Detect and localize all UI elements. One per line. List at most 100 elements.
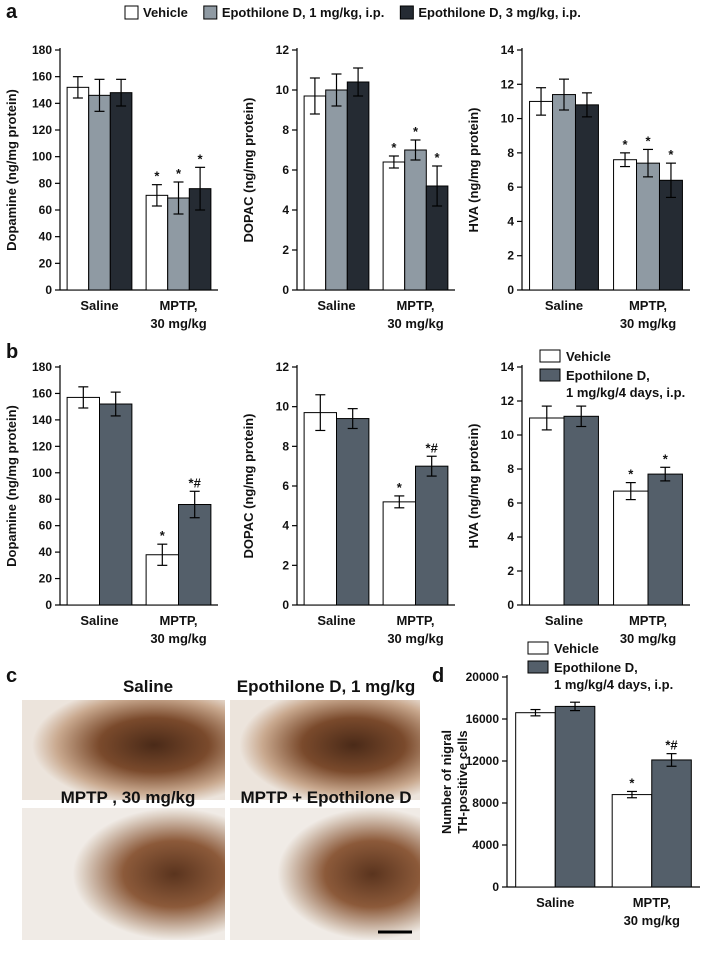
significance: * — [668, 147, 674, 162]
y-tick-label: 12 — [276, 43, 290, 57]
error-bar — [388, 155, 399, 169]
bar — [563, 415, 599, 606]
legend-swatch — [539, 349, 561, 363]
bar — [145, 194, 169, 291]
micrograph-label: MPTP , 30 mg/kg — [61, 788, 196, 807]
y-tick-label: 20 — [39, 256, 53, 270]
x-tick-label: MPTP, 30 mg/kg — [620, 298, 676, 331]
bar — [647, 473, 683, 606]
x-tick-label: Saline — [317, 298, 355, 313]
bar — [574, 104, 599, 291]
error-bar — [643, 148, 653, 178]
error-bar — [665, 162, 676, 199]
significance: * — [663, 451, 669, 466]
y-axis-label: DOPAC (ng/mg protein) — [241, 414, 256, 559]
significance: * — [198, 151, 204, 166]
error-bar — [559, 78, 569, 111]
y-tick-label: 140 — [32, 96, 52, 110]
y-tick-label: 0 — [282, 283, 289, 297]
x-tick-label: MPTP, 30 mg/kg — [387, 298, 443, 331]
legend-label: Epothilone D, 1 mg/kg/4 days, i.p. — [566, 368, 685, 400]
bar — [552, 94, 576, 291]
y-tick-label: 12 — [501, 394, 515, 408]
y-tick-label: 20000 — [466, 670, 500, 684]
error-bar — [410, 139, 421, 161]
bar — [404, 149, 427, 291]
y-axis-label: HVA (ng/mg protein) — [466, 424, 481, 549]
y-tick-label: 14 — [501, 360, 515, 374]
y-tick-label: 0 — [492, 880, 499, 894]
error-bar — [666, 753, 677, 767]
bar — [346, 81, 370, 291]
bar — [529, 100, 554, 291]
y-tick-label: 2 — [282, 558, 289, 572]
y-tick-label: 12 — [276, 360, 290, 374]
bar — [325, 89, 348, 291]
significance: * — [154, 169, 160, 184]
y-tick-label: 160 — [32, 70, 52, 84]
significance: * — [623, 137, 629, 152]
micrograph — [22, 700, 225, 800]
legend-label: Vehicle — [143, 5, 188, 20]
error-bar — [626, 790, 637, 799]
y-tick-label: 100 — [32, 466, 52, 480]
y-tick-label: 8 — [507, 146, 514, 160]
bar — [515, 712, 556, 888]
y-tick-label: 20 — [39, 572, 53, 586]
y-tick-label: 12 — [501, 77, 515, 91]
y-axis-label: HVA (ng/mg protein) — [466, 108, 481, 233]
y-tick-label: 4000 — [472, 838, 499, 852]
y-tick-label: 80 — [39, 492, 53, 506]
significance: *# — [426, 440, 439, 455]
x-tick-label: MPTP, 30 mg/kg — [150, 298, 206, 331]
y-axis-label: Number of nigralTH-positive cells — [439, 730, 470, 834]
y-axis-label: Dopamine (ng/mg protein) — [4, 405, 19, 567]
error-bar — [536, 87, 547, 116]
micrograph — [230, 808, 420, 940]
y-tick-label: 10 — [276, 83, 290, 97]
bar — [613, 159, 638, 291]
micrograph — [230, 700, 420, 800]
bar — [303, 95, 327, 291]
bar — [109, 92, 133, 291]
bar — [651, 759, 692, 888]
y-tick-label: 6 — [507, 496, 514, 510]
y-tick-label: 80 — [39, 176, 53, 190]
x-tick-label: MPTP, 30 mg/kg — [624, 895, 680, 928]
error-bar — [157, 543, 168, 566]
bar — [66, 396, 100, 606]
panel-label: d — [432, 665, 444, 687]
bar — [636, 162, 660, 291]
y-tick-label: 0 — [282, 598, 289, 612]
error-bar — [426, 455, 437, 477]
y-tick-label: 6 — [282, 163, 289, 177]
micrograph — [22, 808, 225, 940]
error-bar — [620, 152, 631, 168]
bar — [611, 794, 653, 888]
error-bar — [110, 391, 121, 417]
error-bar — [189, 490, 200, 519]
x-tick-label: MPTP, 30 mg/kg — [620, 613, 676, 646]
panel-label: b — [6, 341, 18, 363]
error-bar — [151, 184, 162, 207]
y-tick-label: 12000 — [466, 754, 500, 768]
y-tick-label: 140 — [32, 413, 52, 427]
error-bar — [660, 466, 671, 482]
y-tick-label: 0 — [45, 283, 52, 297]
micrograph-label: Saline — [123, 677, 173, 696]
bar — [99, 403, 133, 606]
bar — [66, 86, 90, 291]
x-tick-label: Saline — [545, 298, 583, 313]
y-tick-label: 180 — [32, 360, 52, 374]
bar — [554, 705, 596, 888]
legend-swatch — [399, 5, 414, 20]
panel-label: a — [6, 1, 18, 23]
error-bar — [581, 92, 592, 118]
x-tick-label: MPTP, 30 mg/kg — [150, 613, 206, 646]
bar — [415, 465, 449, 606]
y-tick-label: 160 — [32, 386, 52, 400]
y-tick-label: 60 — [39, 519, 53, 533]
error-bar — [576, 405, 587, 428]
error-bar — [173, 181, 184, 215]
error-bar — [530, 708, 541, 717]
